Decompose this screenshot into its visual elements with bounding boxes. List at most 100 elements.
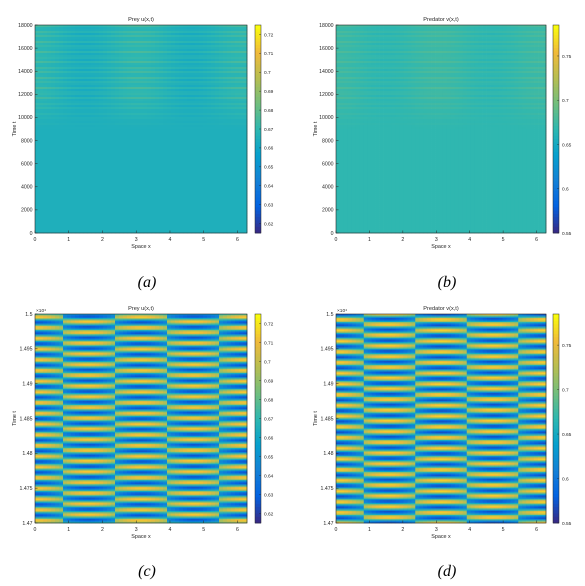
heatmap-cell bbox=[119, 211, 123, 213]
heatmap-cell bbox=[175, 157, 179, 159]
heatmap-cell bbox=[83, 191, 87, 193]
heatmap-cell bbox=[219, 105, 223, 107]
heatmap-cell bbox=[103, 181, 107, 183]
heatmap-cell bbox=[83, 31, 87, 33]
heatmap-cell bbox=[227, 67, 231, 69]
heatmap-cell bbox=[47, 29, 51, 31]
heatmap-cell bbox=[187, 111, 191, 113]
heatmap-cell bbox=[179, 101, 183, 103]
heatmap-cell bbox=[67, 145, 71, 147]
heatmap-cell bbox=[83, 107, 87, 109]
heatmap-cell bbox=[171, 43, 175, 45]
heatmap-cell bbox=[63, 27, 67, 29]
heatmap-cell bbox=[151, 107, 155, 109]
heatmap-cell bbox=[143, 29, 147, 31]
heatmap-cell bbox=[67, 153, 71, 155]
heatmap-cell bbox=[239, 171, 243, 173]
heatmap-cell bbox=[175, 103, 179, 105]
heatmap-cell bbox=[215, 151, 219, 153]
heatmap-cell bbox=[203, 141, 207, 143]
heatmap-cell bbox=[131, 157, 135, 159]
heatmap-cell bbox=[63, 107, 67, 109]
heatmap-cell bbox=[43, 129, 47, 131]
heatmap-cell bbox=[231, 131, 235, 133]
heatmap-cell bbox=[103, 209, 107, 211]
heatmap-cell bbox=[91, 77, 95, 79]
heatmap-cell bbox=[123, 183, 127, 185]
heatmap-cell bbox=[39, 131, 43, 133]
heatmap-cell bbox=[139, 87, 143, 89]
heatmap-cell bbox=[75, 73, 79, 75]
heatmap-cell bbox=[119, 187, 123, 189]
heatmap-cell bbox=[207, 71, 211, 73]
heatmap-cell bbox=[131, 207, 135, 209]
heatmap-cell bbox=[91, 161, 95, 163]
heatmap-cell bbox=[127, 155, 131, 157]
heatmap-cell bbox=[67, 149, 71, 151]
heatmap-cell bbox=[147, 211, 151, 213]
heatmap-cell bbox=[163, 43, 167, 45]
heatmap-cell bbox=[191, 95, 195, 97]
heatmap-cell bbox=[135, 55, 139, 57]
heatmap-cell bbox=[91, 119, 95, 121]
heatmap-cell bbox=[211, 151, 215, 153]
heatmap-cell bbox=[151, 63, 155, 65]
heatmap-cell bbox=[187, 105, 191, 107]
heatmap-cell bbox=[191, 101, 195, 103]
heatmap-cell bbox=[243, 157, 247, 159]
heatmap-cell bbox=[199, 37, 203, 39]
heatmap-cell bbox=[191, 141, 195, 143]
heatmap-cell bbox=[127, 39, 131, 41]
heatmap-cell bbox=[195, 97, 199, 99]
heatmap-cell bbox=[119, 113, 123, 115]
heatmap-cell bbox=[107, 39, 111, 41]
heatmap-cell bbox=[111, 161, 115, 163]
heatmap-cell bbox=[119, 151, 123, 153]
heatmap-cell bbox=[215, 77, 219, 79]
heatmap-cell bbox=[243, 193, 247, 195]
heatmap-cell bbox=[191, 123, 195, 125]
heatmap-cell bbox=[135, 33, 139, 35]
heatmap-cell bbox=[219, 109, 223, 111]
heatmap-cell bbox=[119, 41, 123, 43]
heatmap-cell bbox=[39, 71, 43, 73]
heatmap-cell bbox=[243, 25, 247, 27]
heatmap-cell bbox=[199, 187, 203, 189]
heatmap-cell bbox=[55, 179, 59, 181]
heatmap-cell bbox=[35, 45, 39, 47]
heatmap-cell bbox=[179, 73, 183, 75]
heatmap-cell bbox=[135, 117, 139, 119]
heatmap-cell bbox=[207, 35, 211, 37]
heatmap-cell bbox=[119, 65, 123, 67]
heatmap-cell bbox=[191, 75, 195, 77]
heatmap-cell bbox=[187, 57, 191, 59]
heatmap-cell bbox=[67, 143, 71, 145]
heatmap-cell bbox=[55, 191, 59, 193]
heatmap-cell bbox=[227, 197, 231, 199]
heatmap-cell bbox=[239, 33, 243, 35]
heatmap-cell bbox=[47, 147, 51, 149]
heatmap-cell bbox=[67, 207, 71, 209]
heatmap-cell bbox=[87, 53, 91, 55]
heatmap-cell bbox=[43, 177, 47, 179]
heatmap-cell bbox=[103, 51, 107, 53]
heatmap-cell bbox=[91, 85, 95, 87]
heatmap-cell bbox=[195, 161, 199, 163]
heatmap-cell bbox=[235, 79, 239, 81]
heatmap-cell bbox=[171, 55, 175, 57]
heatmap-cell bbox=[67, 61, 71, 63]
heatmap-cell bbox=[219, 165, 223, 167]
heatmap-cell bbox=[159, 39, 163, 41]
heatmap-cell bbox=[47, 27, 51, 29]
heatmap-cell bbox=[39, 143, 43, 145]
heatmap-cell bbox=[79, 49, 83, 51]
heatmap-cell bbox=[219, 173, 223, 175]
heatmap-cell bbox=[55, 63, 59, 65]
heatmap-cell bbox=[95, 143, 99, 145]
heatmap-cell bbox=[175, 67, 179, 69]
heatmap-cell bbox=[135, 157, 139, 159]
heatmap-cell bbox=[67, 125, 71, 127]
heatmap-cell bbox=[183, 79, 187, 81]
heatmap-cell bbox=[239, 37, 243, 39]
heatmap-cell bbox=[91, 93, 95, 95]
